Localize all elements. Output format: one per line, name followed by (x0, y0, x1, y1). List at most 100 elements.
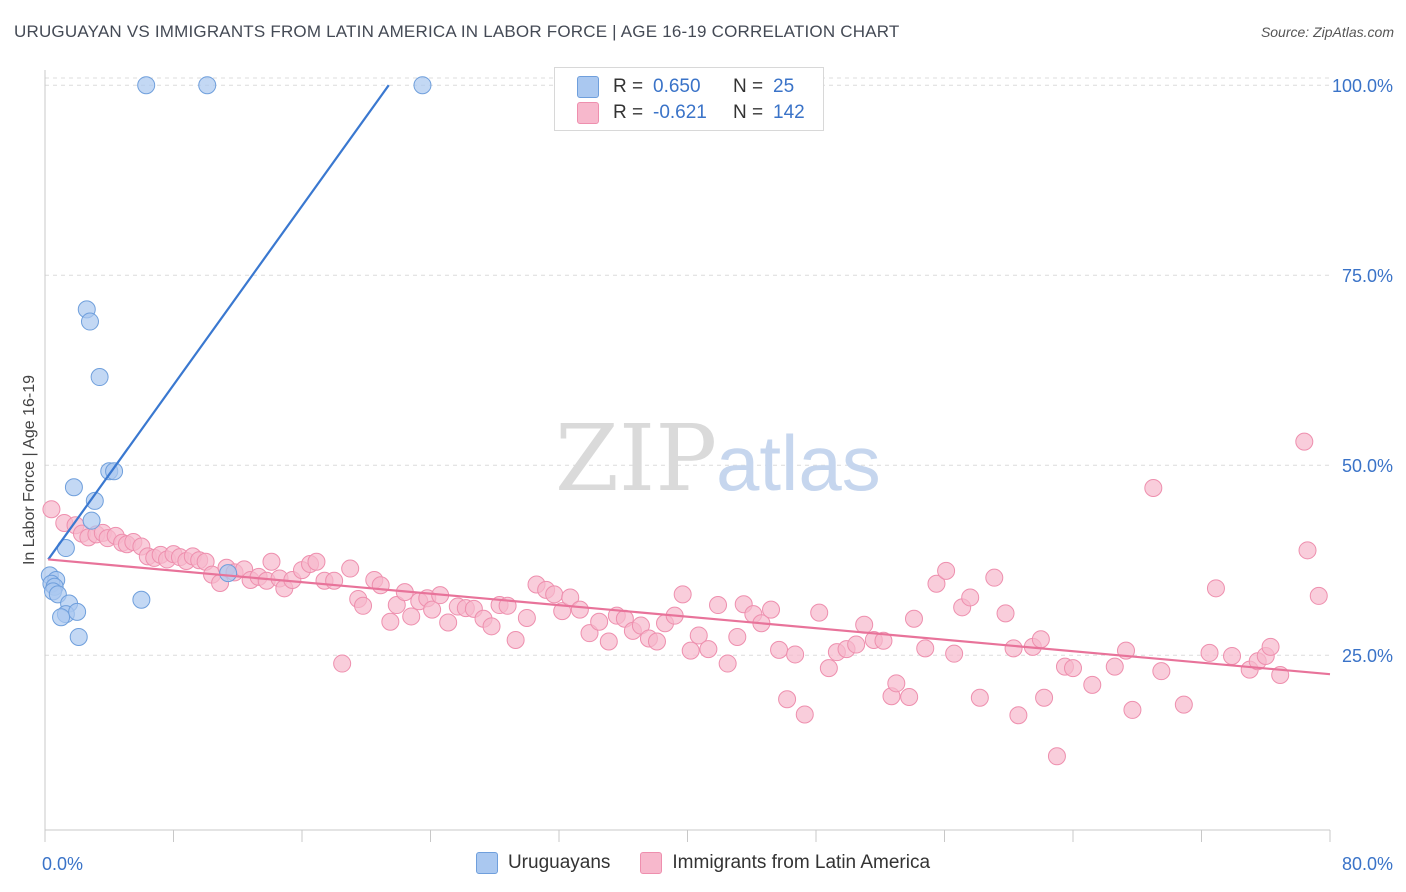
legend-n-label: N = (733, 102, 764, 123)
uruguayans-point (413, 76, 432, 95)
immigrants-point (970, 688, 989, 707)
immigrants-point (1123, 700, 1142, 719)
immigrants-point (631, 616, 650, 635)
y-tick-label: 25.0% (1342, 646, 1393, 666)
uruguayans-point (137, 76, 156, 95)
immigrants-point (810, 603, 829, 622)
immigrants-point (709, 596, 728, 615)
immigrants-point (42, 500, 61, 519)
immigrants-point (847, 635, 866, 654)
immigrants-point (681, 641, 700, 660)
uruguayans-point (68, 602, 87, 621)
immigrants-point (762, 600, 781, 619)
immigrants-point (673, 585, 692, 604)
legend-n-value: 142 (773, 102, 805, 123)
tick-labels: 25.0% 50.0% 75.0% 100.0% 0.0% 80.0% (42, 76, 1393, 874)
immigrants-point (647, 632, 666, 651)
series-uruguayans-points (40, 76, 432, 646)
immigrants-point (699, 640, 718, 659)
immigrants-trend-line (48, 558, 1331, 676)
immigrants-point (590, 612, 609, 631)
legend-n-label: N = (733, 76, 764, 97)
legend-r-label: R = (613, 102, 644, 123)
legend-n-value: 25 (773, 76, 795, 97)
axes (44, 70, 1331, 842)
immigrants-point (371, 576, 390, 595)
legend-swatch-uruguayans (577, 76, 599, 98)
immigrants-point (381, 612, 400, 631)
immigrants-point (770, 640, 789, 659)
y-axis-label: In Labor Force | Age 16-19 (21, 375, 38, 565)
immigrants-point (423, 600, 442, 619)
immigrants-point (1031, 630, 1050, 649)
immigrants-point (517, 608, 536, 627)
y-tick-label: 75.0% (1342, 266, 1393, 286)
immigrants-point (387, 596, 406, 615)
immigrants-point (961, 588, 980, 607)
watermark-atlas: atlas (716, 419, 881, 507)
immigrants-point (354, 596, 373, 615)
legend-row-immigrants: R = -0.621 N = 142 (577, 101, 805, 125)
series-legend: Uruguayans Immigrants from Latin America (0, 852, 1406, 874)
immigrants-point (1309, 586, 1328, 605)
uruguayans-point (82, 511, 101, 530)
legend-r-label: R = (613, 76, 644, 97)
source-label: Source: ZipAtlas.com (1260, 24, 1394, 40)
legend-swatch-uruguayans (475, 852, 498, 874)
immigrants-point (482, 617, 501, 636)
immigrants-point (1152, 662, 1171, 681)
immigrants-point (887, 674, 906, 693)
y-tick-label: 100.0% (1332, 76, 1393, 96)
immigrants-point (402, 607, 421, 626)
immigrants-point (1105, 657, 1124, 676)
immigrants-point (945, 644, 964, 663)
immigrants-point (439, 613, 458, 632)
legend-label-immigrants: Immigrants from Latin America (672, 852, 931, 873)
immigrants-point (1047, 747, 1066, 766)
uruguayans-point (69, 627, 88, 646)
immigrants-point (1174, 695, 1193, 714)
uruguayans-point (52, 608, 71, 627)
legend-item-immigrants[interactable]: Immigrants from Latin America (640, 852, 930, 874)
immigrants-point (1223, 646, 1242, 665)
uruguayans-point (132, 590, 151, 609)
immigrants-point (1206, 579, 1225, 598)
immigrants-point (506, 631, 525, 649)
series-immigrants-points (42, 432, 1328, 766)
immigrants-point (570, 600, 589, 619)
uruguayans-point (85, 491, 104, 510)
immigrants-point (599, 632, 618, 651)
immigrants-point (333, 654, 352, 673)
immigrants-point (985, 568, 1004, 587)
immigrants-point (855, 615, 874, 634)
immigrants-point (1200, 643, 1219, 662)
legend-r-value: 0.650 (653, 76, 701, 97)
immigrants-point (262, 552, 281, 571)
uruguayans-point (80, 312, 99, 331)
immigrants-point (545, 585, 564, 604)
uruguayans-point (90, 368, 109, 387)
immigrants-point (937, 561, 956, 580)
immigrants-point (819, 659, 838, 678)
uruguayans-trend-line (47, 84, 390, 561)
immigrants-point (1295, 432, 1314, 451)
immigrants-point (916, 639, 935, 658)
immigrants-point (778, 690, 797, 709)
legend-swatch-immigrants (640, 852, 663, 874)
uruguayans-point (105, 462, 124, 481)
immigrants-point (341, 559, 360, 578)
legend-item-uruguayans[interactable]: Uruguayans (475, 852, 611, 874)
immigrants-point (1009, 706, 1028, 725)
legend-r-value: -0.621 (653, 102, 707, 123)
watermark-zip: ZIP (555, 405, 717, 512)
immigrants-point (307, 552, 326, 571)
legend-label-uruguayans: Uruguayans (507, 852, 611, 873)
chart-title: URUGUAYAN VS IMMIGRANTS FROM LATIN AMERI… (14, 22, 900, 41)
legend-row-uruguayans: R = 0.650 N = 25 (577, 75, 794, 99)
trend-lines (47, 84, 1331, 676)
immigrants-point (689, 626, 708, 645)
immigrants-point (874, 631, 893, 650)
x-tick-label: 80.0% (1342, 854, 1393, 874)
immigrants-point (1298, 541, 1317, 560)
